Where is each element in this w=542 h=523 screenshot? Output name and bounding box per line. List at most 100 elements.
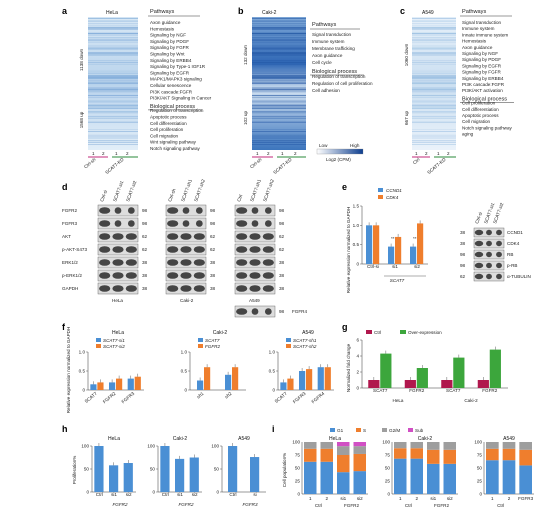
y-tick-label: 100: [81, 444, 89, 449]
heatmap-row: [252, 33, 306, 34]
heatmap-row: [412, 134, 456, 136]
legend-label: Over-expression: [408, 330, 442, 335]
mw-marker: 38: [142, 286, 148, 291]
heatmap-row: [88, 52, 138, 54]
heatmap-row: [412, 112, 456, 114]
heatmap-row: [252, 38, 306, 40]
pathway-item: Notch signaling pathway: [150, 146, 200, 151]
stacked-bar-segment: [353, 446, 366, 454]
stacked-bar-segment: [502, 448, 516, 461]
x-tick-label: SCAT7: [373, 388, 388, 393]
mw-marker: 62: [279, 247, 285, 252]
heatmap-row: [412, 28, 456, 30]
y-tick-label: 0.5: [353, 242, 360, 247]
y-tick-label: 0: [356, 386, 359, 391]
y-tick-label: 50: [477, 466, 483, 471]
heatmap-row: [412, 83, 456, 84]
blot-band: [486, 262, 492, 269]
heatmap-row: [412, 76, 456, 78]
pathway-item: Regulation of cell proliferation: [312, 81, 373, 86]
mw-marker: 38: [210, 273, 216, 278]
blot-band: [112, 246, 124, 253]
x-tick-label: 1: [309, 496, 312, 501]
bar: [160, 446, 170, 492]
heatmap-row: [412, 70, 456, 72]
mw-marker: 38: [210, 286, 216, 291]
blot-band: [195, 220, 203, 227]
pathway-item: Immune system: [462, 26, 495, 31]
y-tick-label: 1.0: [353, 223, 360, 228]
x-tick-label: 1: [491, 496, 494, 501]
pathway-item: Cell adhesion: [312, 88, 340, 93]
heatmap-row: [412, 90, 456, 92]
x-tick-label: SCAT7: [84, 391, 99, 404]
x-tick-label: si2: [357, 496, 363, 501]
down-count-hela: 1138 down: [79, 48, 84, 71]
mw-marker: 38: [279, 286, 285, 291]
heatmap-row: [88, 115, 138, 117]
blot-band: [125, 233, 137, 240]
legend-label: CCND1: [386, 188, 402, 193]
legend-label: SCAT7-si2: [103, 344, 125, 349]
bar: [123, 463, 133, 492]
legend-swatch: [96, 344, 101, 348]
heatmap-row: [412, 20, 456, 21]
heatmap-row: [412, 115, 456, 117]
panel-d: d Ctrl-si SCAT7-si1 SCAT7-si2 FGFR2 98 FGFR3 9…: [62, 178, 308, 318]
y-axis-label: Cell population%: [282, 453, 287, 487]
lane-label: SCAT7-sh2: [193, 178, 206, 202]
heatmap-row: [88, 20, 138, 21]
x-tick-label: 2: [508, 496, 511, 501]
heatmap-row: [88, 106, 138, 108]
heatmap-row: [412, 144, 456, 145]
heatmap-row: [88, 52, 138, 54]
blot-band: [236, 259, 248, 266]
bar: [225, 374, 232, 390]
heatmap-row: [88, 121, 138, 123]
group-label: FGFR2: [434, 503, 450, 508]
bar: [228, 446, 238, 492]
legend-swatch: [382, 428, 387, 432]
col-label: 1: [115, 151, 118, 156]
blot-band: [112, 285, 124, 292]
heatmap-row: [88, 28, 138, 29]
heatmap-stripes-a549: [412, 17, 456, 145]
heatmap-row: [412, 106, 456, 108]
bar: [441, 380, 453, 388]
blot-band: [180, 233, 192, 240]
chart-title: Caki-2: [213, 330, 228, 336]
group-label: SCAT7: [390, 278, 405, 283]
protein-label: ERK1/2: [62, 260, 78, 265]
down-count-a549: 1060 down: [404, 43, 409, 66]
x-tick-label: Ctrl: [229, 492, 236, 497]
heatmap-row: [88, 33, 138, 34]
panel-letter-e: e: [342, 182, 347, 192]
stacked-bar-segment: [353, 442, 366, 447]
heatmap-row: [252, 33, 306, 35]
blot-band: [167, 246, 179, 253]
protein-label: GAPDH: [62, 286, 78, 291]
y-tick-label: 6: [356, 338, 359, 343]
blot-band: [125, 246, 137, 253]
y-tick-label: 100: [382, 440, 390, 445]
heatmap-row: [412, 23, 456, 25]
stacked-bar-segment: [427, 449, 440, 464]
y-tick-label: 0: [272, 388, 275, 393]
pathway-item: Cellular senescence: [150, 83, 192, 88]
heatmap-row: [88, 27, 138, 29]
bar: [109, 465, 119, 492]
heatmap-row: [412, 101, 456, 103]
stacked-bar-segment: [337, 442, 350, 447]
heatmap-row: [88, 105, 138, 106]
y-tick-label: 25: [385, 479, 391, 484]
bar: [453, 357, 465, 388]
col-label: 2: [126, 151, 129, 156]
heatmap-row: [88, 137, 138, 139]
heatmap-row: [412, 141, 456, 143]
bar: [175, 458, 185, 492]
stacked-bar-segment: [394, 442, 407, 449]
col-label: 2: [294, 151, 297, 156]
heatmap-row: [88, 116, 138, 118]
stacked-bar-segment: [519, 449, 532, 466]
